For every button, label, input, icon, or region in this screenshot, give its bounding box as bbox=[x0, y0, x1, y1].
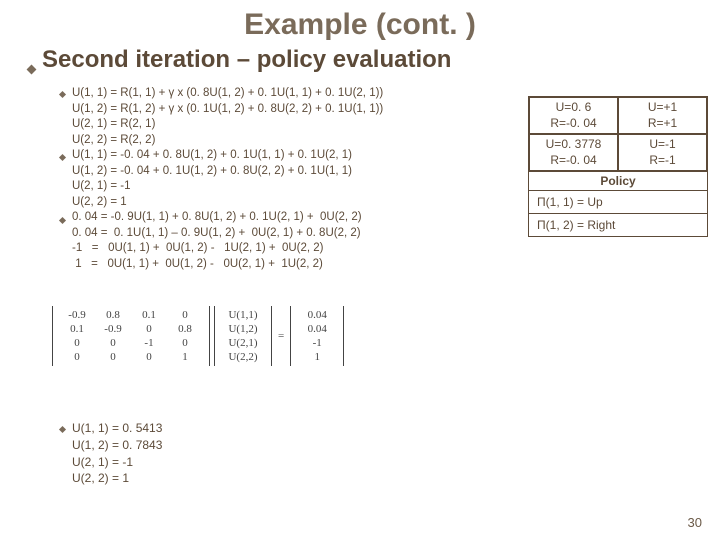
policy-grid-row: U=0. 6 R=-0. 04 U=+1 R=+1 bbox=[529, 97, 707, 134]
cell-u: U=+1 bbox=[625, 100, 700, 116]
cell-r: R=-0. 04 bbox=[536, 116, 611, 132]
cell-r: R=-1 bbox=[625, 153, 700, 169]
result-line: U(1, 1) = 0. 5413 bbox=[72, 420, 162, 437]
equation-line: 0. 04 = 0. 1U(1, 1) – 0. 9U(1, 2) + 0U(2… bbox=[72, 226, 383, 242]
cell-r: R=+1 bbox=[625, 116, 700, 132]
equation-line: U(1, 2) = R(1, 2) + γ x (0. 1U(1, 2) + 0… bbox=[72, 102, 383, 118]
matrix-u: U(1,1) U(1,2) U(2,1) U(2,2) bbox=[214, 306, 272, 366]
equation-line: U(2, 2) = R(2, 2) bbox=[72, 133, 383, 149]
cell-r: R=-0. 04 bbox=[536, 153, 611, 169]
equation-line: U(2, 2) = 1 bbox=[72, 195, 383, 211]
matrix-a: -0.90.80.10 0.1-0.900.8 00-10 0001 bbox=[52, 306, 210, 366]
policy-grid-cell: U=+1 R=+1 bbox=[618, 97, 707, 134]
policy-item: Π(1, 2) = Right bbox=[529, 213, 707, 236]
equation-line: U(2, 1) = -1 bbox=[72, 179, 383, 195]
equals-sign: = bbox=[272, 330, 290, 342]
slide-title: Example (cont. ) bbox=[0, 0, 720, 42]
page-number: 30 bbox=[688, 515, 702, 530]
results-block: U(1, 1) = 0. 5413 U(1, 2) = 0. 7843 U(2,… bbox=[72, 420, 162, 487]
policy-header: Policy bbox=[529, 171, 707, 190]
bullet-icon bbox=[59, 217, 66, 224]
cell-u: U=0. 3778 bbox=[536, 137, 611, 153]
policy-grid-row: U=0. 3778 R=-0. 04 U=-1 R=-1 bbox=[529, 134, 707, 171]
cell-u: U=0. 6 bbox=[536, 100, 611, 116]
policy-grid-cell: U=0. 6 R=-0. 04 bbox=[529, 97, 618, 134]
equation-line: U(1, 2) = -0. 04 + 0. 1U(1, 2) + 0. 8U(2… bbox=[72, 164, 383, 180]
bullet-icon bbox=[59, 91, 66, 98]
matrix-b: 0.04 0.04 -1 1 bbox=[290, 306, 344, 366]
policy-panel: U=0. 6 R=-0. 04 U=+1 R=+1 U=0. 3778 R=-0… bbox=[528, 96, 708, 237]
cell-u: U=-1 bbox=[625, 137, 700, 153]
equation-block: U(1, 1) = R(1, 1) + γ x (0. 8U(1, 2) + 0… bbox=[72, 86, 383, 272]
result-line: U(2, 2) = 1 bbox=[72, 470, 162, 487]
equation-line: -1 = 0U(1, 1) + 0U(1, 2) - 1U(2, 1) + 0U… bbox=[72, 241, 383, 257]
equation-line: U(1, 1) = -0. 04 + 0. 8U(1, 2) + 0. 1U(1… bbox=[72, 148, 383, 164]
bullet-icon bbox=[59, 426, 66, 433]
equation-line: 1 = 0U(1, 1) + 0U(1, 2) - 0U(2, 1) + 1U(… bbox=[72, 257, 383, 273]
equation-line: U(1, 1) = R(1, 1) + γ x (0. 8U(1, 2) + 0… bbox=[72, 86, 383, 102]
matrix-equation: -0.90.80.10 0.1-0.900.8 00-10 0001 U(1,1… bbox=[52, 306, 344, 366]
section-heading: Second iteration – policy evaluation bbox=[0, 42, 720, 76]
policy-grid-cell: U=-1 R=-1 bbox=[618, 134, 707, 171]
policy-grid-cell: U=0. 3778 R=-0. 04 bbox=[529, 134, 618, 171]
equation-line: 0. 04 = -0. 9U(1, 1) + 0. 8U(1, 2) + 0. … bbox=[72, 210, 383, 226]
policy-item: Π(1, 1) = Up bbox=[529, 190, 707, 213]
result-line: U(1, 2) = 0. 7843 bbox=[72, 437, 162, 454]
bullet-icon bbox=[59, 154, 66, 161]
equation-line: U(2, 1) = R(2, 1) bbox=[72, 117, 383, 133]
result-line: U(2, 1) = -1 bbox=[72, 454, 162, 471]
